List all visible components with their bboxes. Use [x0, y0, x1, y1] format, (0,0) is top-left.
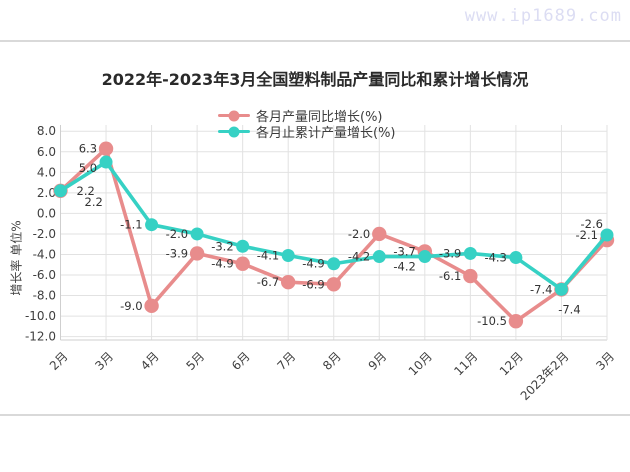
data-label: -7.4: [558, 302, 580, 316]
chart-title: 2022年-2023年3月全国塑料制品产量同比和累计增长情况: [101, 70, 529, 89]
y-tick-label: -4.0: [33, 247, 56, 261]
x-tick-label: 2月: [47, 349, 71, 373]
data-label: -6.7: [257, 275, 279, 289]
y-tick-label: -2.0: [33, 227, 56, 241]
legend-dot-icon: [228, 110, 240, 121]
legend-item-cumulative: 各月止累计产量增长(%): [218, 124, 396, 141]
x-tick-label: 11月: [451, 349, 480, 378]
data-label: -3.2: [211, 239, 233, 253]
y-tick-label: 4.0: [37, 165, 56, 179]
y-tick-label: -8.0: [33, 289, 56, 303]
legend-label-monthly: 各月产量同比增长(%): [256, 110, 383, 125]
y-tick-label: 2.0: [37, 186, 56, 200]
data-point: [281, 275, 296, 290]
data-point: [144, 298, 159, 314]
data-point: [463, 246, 477, 260]
data-point: [372, 226, 387, 242]
data-label: -6.9: [302, 277, 324, 291]
data-point: [554, 282, 568, 296]
data-label: 2.2: [77, 184, 95, 198]
data-point: [54, 184, 67, 198]
x-tick-label: 4月: [138, 349, 162, 373]
data-label: -2.0: [166, 227, 188, 241]
y-tick-label: 6.0: [37, 145, 56, 159]
x-tick-label: 8月: [320, 349, 344, 373]
data-label: 2.2: [85, 195, 103, 209]
data-point: [235, 256, 250, 271]
data-label: -7.4: [530, 282, 552, 296]
watermark-text: www.ip1689.com: [464, 6, 622, 26]
data-point: [600, 228, 614, 242]
data-point: [98, 141, 114, 156]
y-tick-label: -12.0: [25, 330, 56, 344]
data-label: 6.3: [79, 142, 97, 156]
data-point: [236, 239, 250, 253]
data-label: -4.3: [484, 251, 506, 265]
y-axis-title: 增长率 单位%: [9, 220, 24, 296]
data-point: [99, 155, 113, 169]
x-tick-label: 9月: [366, 349, 390, 373]
data-point: [145, 218, 159, 232]
data-point: [418, 250, 432, 264]
data-label: -4.1: [257, 249, 279, 263]
data-point: [327, 257, 341, 271]
data-point: [189, 246, 205, 261]
data-label: -10.5: [477, 314, 507, 328]
data-label: -1.1: [120, 218, 142, 232]
data-label: -2.6: [581, 217, 603, 231]
data-label: -2.0: [348, 227, 370, 241]
y-tick-label: -10.0: [25, 309, 56, 323]
data-label: -3.9: [166, 246, 188, 260]
legend-line-marker-cumulative: [218, 126, 250, 137]
data-label: -6.1: [439, 269, 461, 283]
chart-legend: 各月产量同比增长(%) 各月止累计产量增长(%): [218, 108, 396, 141]
legend-line-marker-monthly: [218, 110, 250, 121]
y-tick-label: 0.0: [37, 206, 56, 220]
bottom-divider: [0, 414, 630, 416]
data-point: [463, 268, 478, 284]
y-tick-label: -6.0: [33, 268, 56, 282]
data-label: -4.9: [302, 257, 324, 271]
data-point: [372, 250, 386, 264]
legend-item-monthly: 各月产量同比增长(%): [218, 108, 396, 125]
x-tick-label: 3月: [593, 349, 617, 373]
data-point: [508, 314, 524, 329]
data-point: [281, 249, 295, 263]
data-label: -4.2: [348, 250, 370, 264]
data-point: [190, 227, 204, 241]
x-tick-label: 10月: [406, 349, 435, 378]
data-label: -3.9: [439, 246, 461, 260]
x-tick-label: 2023年2月: [518, 349, 572, 403]
top-divider: [0, 40, 630, 42]
x-tick-label: 7月: [275, 349, 299, 373]
y-tick-label: 8.0: [37, 124, 56, 138]
x-tick-label: 6月: [229, 349, 253, 373]
data-label: -3.7: [393, 244, 415, 258]
data-label: -4.9: [211, 257, 233, 271]
data-point: [509, 251, 523, 265]
legend-dot-icon: [228, 126, 240, 137]
x-tick-label: 5月: [183, 349, 207, 373]
data-label: -4.2: [393, 260, 415, 274]
data-label: -9.0: [120, 299, 142, 313]
legend-label-cumulative: 各月止累计产量增长(%): [256, 126, 396, 141]
data-point: [326, 277, 341, 292]
x-tick-label: 12月: [497, 349, 526, 378]
data-label: 5.0: [79, 161, 97, 175]
x-tick-label: 3月: [92, 349, 116, 373]
data-label: -2.1: [576, 228, 598, 242]
